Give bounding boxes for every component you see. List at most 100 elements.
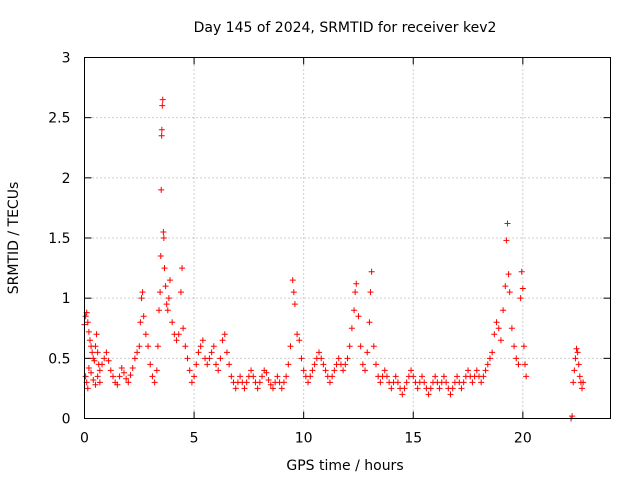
- data-point: [296, 337, 303, 344]
- data-point: [465, 367, 472, 374]
- data-point: [500, 307, 507, 314]
- data-point: [109, 373, 116, 380]
- data-point: [177, 289, 184, 296]
- plot-frame: [84, 57, 611, 419]
- data-point: [232, 385, 239, 392]
- data-point: [254, 385, 261, 392]
- data-point: [223, 349, 230, 356]
- data-point: [127, 372, 134, 379]
- data-point: [419, 373, 426, 380]
- data-point: [291, 301, 298, 308]
- data-point: [351, 307, 358, 314]
- data-point: [156, 307, 163, 314]
- data-point: [191, 373, 198, 380]
- data-point: [140, 313, 147, 320]
- data-point: [213, 361, 219, 368]
- data-point: [147, 361, 154, 368]
- data-point: [210, 343, 217, 350]
- data-point: [520, 343, 527, 350]
- data-point: [160, 235, 167, 241]
- data-point: [206, 355, 213, 362]
- data-point: [414, 385, 421, 392]
- data-point: [366, 319, 373, 326]
- data-point: [123, 375, 130, 382]
- data-point: [478, 379, 485, 386]
- data-point: [432, 373, 439, 380]
- data-point: [364, 349, 371, 356]
- data-point: [305, 379, 312, 386]
- data-point: [165, 295, 172, 302]
- data-point: [505, 271, 512, 278]
- data-point: [184, 355, 191, 362]
- data-point: [263, 369, 270, 376]
- data-point: [259, 373, 266, 380]
- data-point: [129, 364, 136, 371]
- x-axis-label: GPS time / hours: [286, 458, 403, 474]
- data-point: [85, 328, 92, 335]
- data-point: [508, 325, 515, 332]
- data-point: [519, 285, 526, 292]
- data-point: [425, 391, 432, 398]
- data-point: [460, 379, 467, 386]
- data-point: [204, 361, 211, 368]
- data-point: [169, 319, 176, 326]
- y-tick-label: 0: [62, 412, 71, 428]
- data-point: [436, 385, 443, 392]
- data-point: [125, 379, 132, 386]
- data-point: [311, 361, 318, 368]
- data-point: [346, 343, 353, 350]
- data-point: [84, 319, 91, 326]
- data-point: [267, 381, 274, 388]
- data-point: [138, 295, 145, 302]
- data-point: [221, 331, 228, 338]
- data-point: [215, 367, 222, 374]
- data-point: [175, 331, 182, 338]
- data-point: [278, 385, 285, 392]
- data-point: [515, 361, 522, 368]
- data-point: [572, 355, 579, 362]
- data-point: [228, 373, 235, 380]
- data-point: [158, 186, 165, 193]
- y-axis-label: SRMTID / TECUs: [6, 182, 22, 295]
- data-point: [502, 283, 509, 290]
- data-point: [82, 373, 89, 380]
- data-point: [491, 331, 498, 338]
- data-point: [157, 289, 164, 296]
- data-point: [82, 313, 89, 320]
- data-point: [344, 355, 351, 362]
- data-point: [250, 373, 257, 380]
- x-tick-label: 15: [404, 431, 422, 447]
- data-point: [513, 355, 520, 362]
- data-point: [151, 379, 158, 386]
- data-point: [388, 385, 395, 392]
- data-point: [158, 126, 165, 133]
- y-tick-label: 1: [62, 291, 71, 307]
- data-point: [149, 373, 156, 380]
- data-point: [454, 373, 461, 380]
- data-point: [575, 361, 582, 368]
- data-point: [199, 337, 206, 344]
- data-point: [91, 357, 98, 364]
- data-point: [447, 391, 454, 398]
- data-point: [518, 268, 525, 275]
- data-point: [94, 349, 101, 356]
- data-point: [368, 268, 375, 275]
- data-point: [158, 132, 165, 139]
- data-point: [571, 367, 578, 374]
- data-point: [137, 319, 144, 326]
- data-point: [280, 379, 287, 386]
- data-point: [473, 367, 480, 374]
- data-point: [114, 381, 121, 388]
- data-point: [186, 367, 193, 374]
- data-point: [486, 355, 493, 362]
- data-point: [408, 367, 415, 374]
- data-point: [93, 331, 100, 338]
- data-point: [469, 379, 476, 386]
- data-point: [159, 96, 166, 103]
- data-point: [353, 280, 360, 287]
- data-point: [287, 343, 294, 350]
- data-point: [504, 220, 511, 227]
- data-point: [458, 385, 465, 392]
- data-point: [157, 253, 164, 260]
- data-point: [348, 325, 355, 332]
